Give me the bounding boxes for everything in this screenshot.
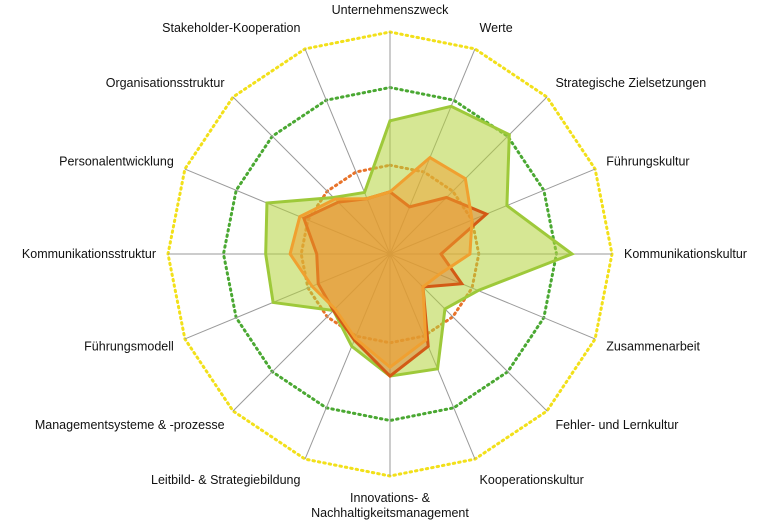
axis-label-15: Organisationsstruktur	[106, 76, 225, 90]
axis-label-6: Zusammenarbeit	[606, 340, 700, 354]
axis-label-14: Personalentwicklung	[59, 154, 174, 168]
axis-label-4: Führungskultur	[606, 154, 689, 168]
axis-label-11: Managementsysteme & -prozesse	[35, 418, 225, 432]
axis-label-5: Kommunikationskultur	[624, 247, 747, 261]
axis-label-9: Innovations- & Nachhaltigkeitsmanagement	[311, 491, 469, 520]
axis-labels: Unternehmenszweck Werte Strategische Ziels…	[22, 3, 747, 520]
axis-label-12: Führungsmodell	[84, 340, 174, 354]
axis-label-16: Stakeholder-Kooperation	[162, 21, 300, 35]
axis-label-2: Werte	[480, 21, 513, 35]
axis-label-10: Leitbild- & Strategiebildung	[151, 473, 300, 487]
axis-label-3: Strategische Zielsetzungen	[555, 76, 706, 90]
series-3-area	[288, 155, 474, 370]
axis-label-1: Unternehmenszweck	[332, 3, 449, 17]
axis-label-8: Kooperationskultur	[480, 473, 584, 487]
axis-label-13: Kommunikationsstruktur	[22, 247, 156, 261]
data-series	[264, 104, 576, 379]
axis-label-7: Fehler- und Lernkultur	[555, 418, 678, 432]
